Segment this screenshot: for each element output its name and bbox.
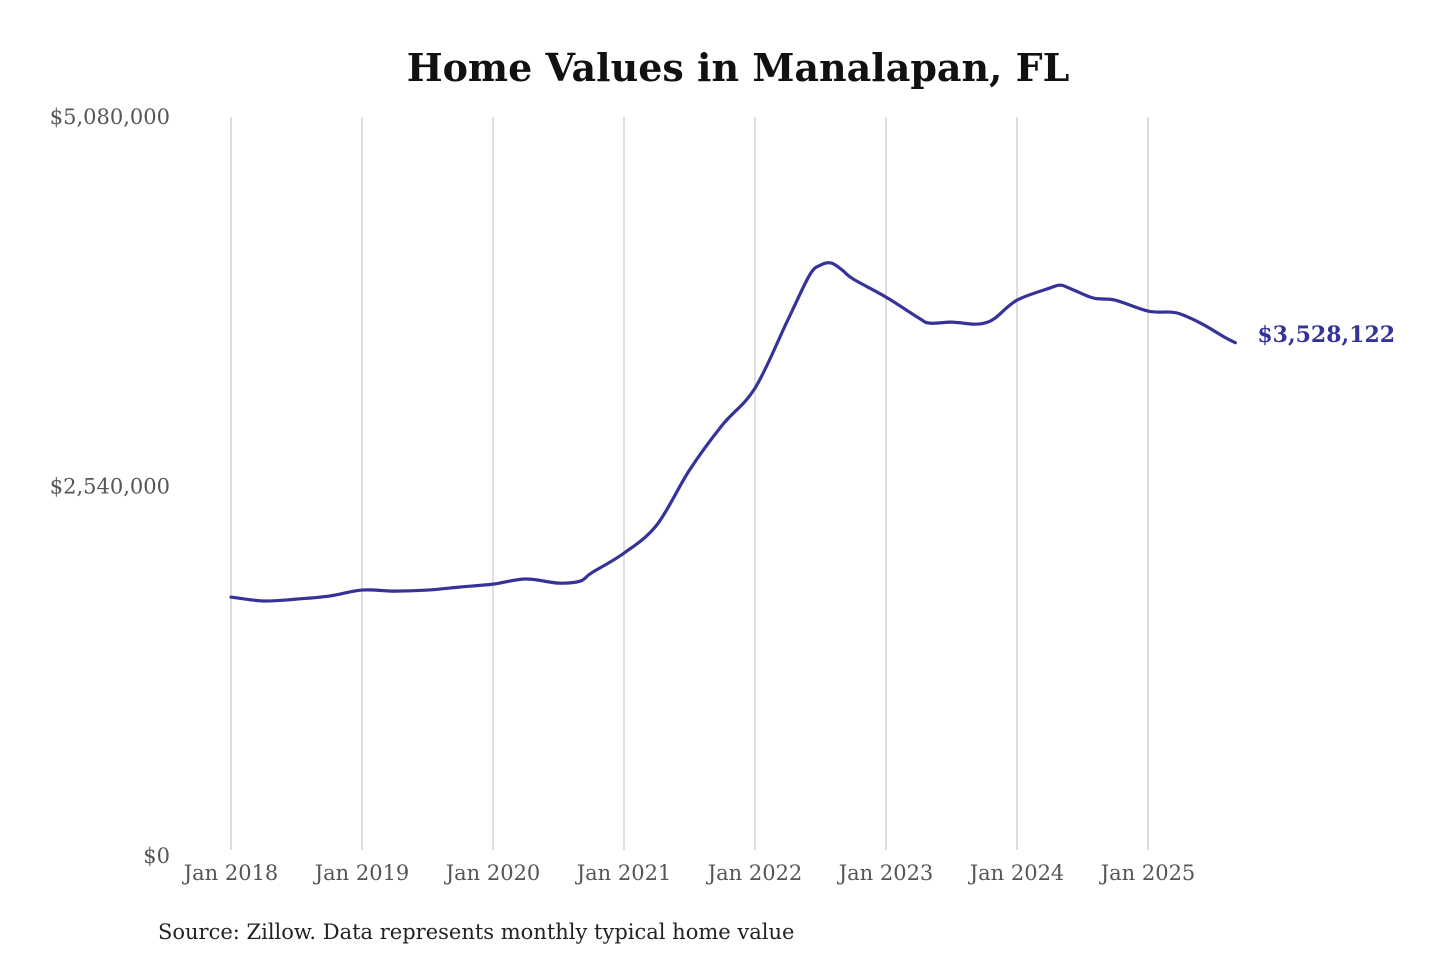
series-line xyxy=(229,261,1237,603)
x-tick-label: Jan 2023 xyxy=(837,861,934,885)
x-tick-label: Jan 2021 xyxy=(575,861,672,885)
y-tick-label: $5,080,000 xyxy=(50,105,170,129)
grid-lines xyxy=(230,117,1149,850)
x-tick-label: Jan 2024 xyxy=(968,861,1065,885)
x-tick-label: Jan 2018 xyxy=(182,861,279,885)
y-axis: $0 $2,540,000 $5,080,000 xyxy=(50,105,170,868)
x-tick-label: Jan 2020 xyxy=(444,861,541,885)
x-axis: Jan 2018 Jan 2019 Jan 2020 Jan 2021 Jan 2022… xyxy=(182,861,1196,885)
y-tick-label: $2,540,000 xyxy=(50,475,170,499)
y-tick-label: $0 xyxy=(143,844,170,868)
chart-title: Home Values in Manalapan, FL xyxy=(407,45,1070,90)
x-tick-label: Jan 2022 xyxy=(706,861,803,885)
source-note: Source: Zillow. Data represents monthly … xyxy=(158,920,794,944)
end-value-label: $3,528,122 xyxy=(1257,322,1395,348)
x-tick-label: Jan 2019 xyxy=(313,861,410,885)
x-tick-label: Jan 2025 xyxy=(1099,861,1196,885)
